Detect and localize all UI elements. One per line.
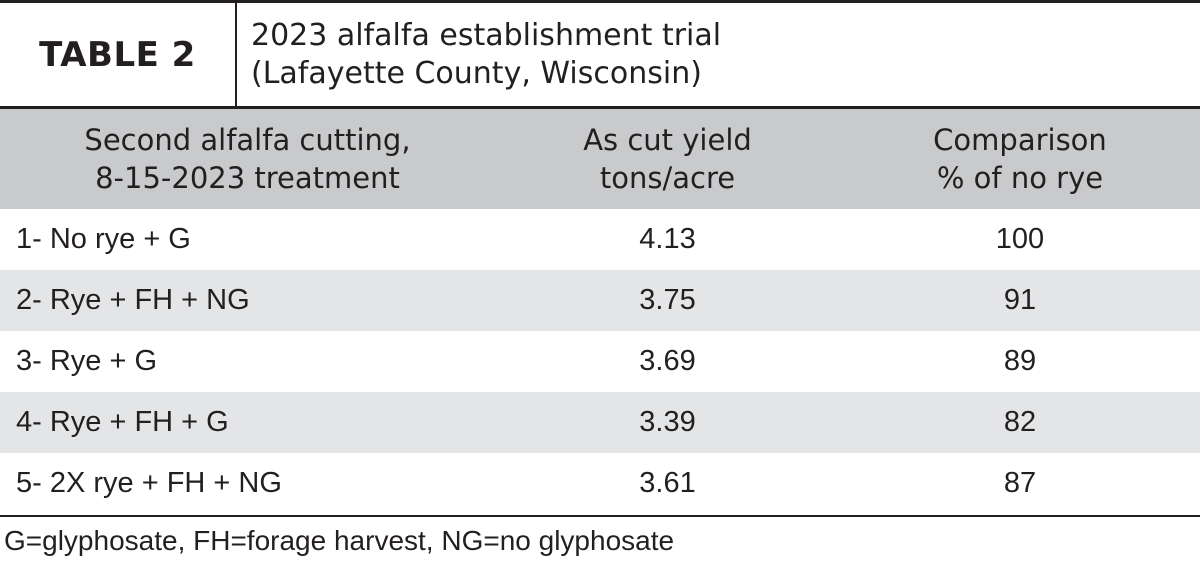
column-header-treatment-line-2: 8-15-2023 treatment bbox=[95, 161, 400, 195]
yield-cell: 3.75 bbox=[639, 284, 696, 316]
table-number-label: TABLE 2 bbox=[39, 34, 196, 75]
yield-cell: 3.61 bbox=[639, 467, 696, 499]
title-rule bbox=[0, 106, 1200, 109]
comparison-cell: 82 bbox=[1003, 406, 1037, 438]
table-title-line-1: 2023 alfalfa establishment trial bbox=[251, 18, 722, 53]
bottom-rule bbox=[0, 515, 1200, 517]
column-header-yield-line-1: As cut yield bbox=[583, 123, 752, 157]
column-header-yield-line-2: tons/acre bbox=[599, 161, 736, 195]
top-rule bbox=[0, 0, 1200, 3]
treatment-cell: 3- Rye + G bbox=[16, 345, 158, 377]
treatment-cell: 4- Rye + FH + G bbox=[16, 406, 229, 438]
table-row: 1- No rye + G 4.13 100 bbox=[0, 209, 1200, 270]
comparison-cell: 87 bbox=[1003, 467, 1037, 499]
column-header-comparison-line-1: Comparison bbox=[933, 123, 1107, 157]
column-header-comparison-line-2: % of no rye bbox=[936, 161, 1104, 195]
table-row: 5- 2X rye + FH + NG 3.61 87 bbox=[0, 453, 1200, 514]
table-title-row: TABLE 2 2023 alfalfa establishment trial… bbox=[0, 3, 1200, 106]
table-footnote: G=glyphosate, FH=forage harvest, NG=no g… bbox=[4, 525, 675, 556]
treatment-cell: 5- 2X rye + FH + NG bbox=[16, 467, 282, 499]
treatment-cell: 1- No rye + G bbox=[16, 223, 191, 255]
data-table: TABLE 2 2023 alfalfa establishment trial… bbox=[0, 0, 1200, 517]
yield-cell: 3.69 bbox=[639, 345, 696, 377]
table-row: 4- Rye + FH + G 3.39 82 bbox=[0, 392, 1200, 453]
yield-cell: 4.13 bbox=[639, 223, 696, 255]
table-title: 2023 alfalfa establishment trial (Lafaye… bbox=[251, 17, 1181, 93]
column-header-treatment: Second alfalfa cutting, 8-15-2023 treatm… bbox=[0, 109, 495, 209]
comparison-cell: 91 bbox=[1003, 284, 1037, 316]
column-header-row: Second alfalfa cutting, 8-15-2023 treatm… bbox=[0, 109, 1200, 209]
column-header-comparison: Comparison % of no rye bbox=[840, 109, 1200, 209]
table-title-line-2: (Lafayette County, Wisconsin) bbox=[251, 56, 702, 91]
comparison-cell: 89 bbox=[1003, 345, 1037, 377]
yield-cell: 3.39 bbox=[639, 406, 696, 438]
comparison-cell: 100 bbox=[995, 223, 1045, 255]
column-header-yield: As cut yield tons/acre bbox=[495, 109, 840, 209]
table-row: 3- Rye + G 3.69 89 bbox=[0, 331, 1200, 392]
treatment-cell: 2- Rye + FH + NG bbox=[16, 284, 250, 316]
title-divider bbox=[235, 3, 237, 106]
column-header-treatment-line-1: Second alfalfa cutting, bbox=[84, 123, 411, 157]
table-row: 2- Rye + FH + NG 3.75 91 bbox=[0, 270, 1200, 331]
